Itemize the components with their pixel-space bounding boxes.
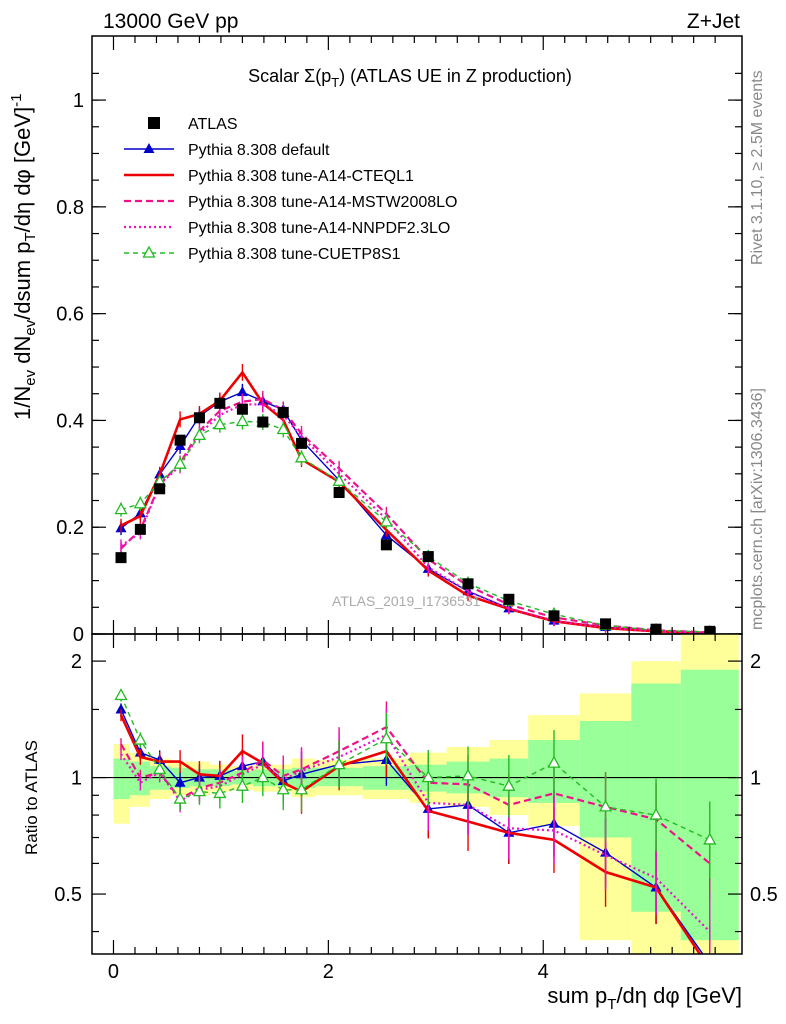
- ratio-point-default: [115, 703, 127, 714]
- ratio-point-cuetp8s1: [332, 757, 346, 770]
- ratio-point-cuetp8s1: [192, 784, 207, 797]
- point-cuetp8s1: [235, 414, 250, 427]
- main-panel: ATLAS_2019_I1736531 0 0.2 0.4 0.6 0.8 1 Scala…: [56, 35, 743, 646]
- point-atlas: [154, 483, 166, 495]
- point-cuetp8s1: [332, 473, 346, 486]
- ratio-point-cuetp8s1: [276, 782, 290, 795]
- legend-marker-atlas: [148, 117, 160, 129]
- point-atlas: [296, 437, 308, 449]
- ratio-ytick-label-right: 1: [750, 768, 761, 790]
- main-title: Scalar Σ(pT) (ATLAS UE in Z production): [248, 66, 572, 90]
- main-ytick-label: 0.6: [56, 304, 84, 326]
- ratio-point-cuetp8s1: [256, 770, 270, 783]
- ratio-point-cuetp8s1: [379, 731, 393, 744]
- point-atlas: [333, 487, 345, 499]
- ratio-xtick-label: 0: [108, 961, 119, 983]
- main-ytick-label: 0: [73, 624, 84, 646]
- ratio-panel: 0.5 0.5 1 1 2 2 0 2 4: [54, 633, 778, 983]
- point-atlas: [422, 551, 434, 563]
- point-atlas: [704, 625, 716, 634]
- ratio-ytick-label: 1: [71, 768, 82, 790]
- ratio-ytick-label-right: 2: [750, 651, 761, 673]
- point-atlas: [134, 523, 146, 535]
- ratio-xtick-label: 4: [538, 961, 549, 983]
- ratio-point-cuetp8s1: [502, 778, 516, 791]
- ratio-frame: [91, 633, 743, 955]
- ratio-point-cuetp8s1: [294, 782, 309, 795]
- point-atlas: [462, 578, 474, 590]
- point-cuetp8s1: [192, 428, 207, 441]
- point-atlas: [236, 403, 248, 415]
- legend: ATLAS Pythia 8.308 default Pythia 8.308 tu…: [124, 116, 457, 263]
- ratio-xlabel: sum pT/dη dφ [GeV]: [547, 983, 742, 1013]
- legend-marker-cuetp8s1: [142, 245, 156, 258]
- legend-entry-nnpdf: Pythia 8.308 tune-A14-NNPDF2.3LO: [188, 220, 450, 237]
- ratio-point-default: [704, 958, 715, 968]
- point-atlas: [174, 434, 186, 446]
- mcplots-label: mcplots.cern.ch [arXiv:1306.3436]: [749, 388, 766, 630]
- ratio-ylabel: Ratio to ATLAS: [22, 740, 41, 855]
- ratio-point-cuetp8s1: [547, 755, 561, 768]
- ratio-point-cuetp8s1: [649, 807, 663, 820]
- point-atlas: [650, 623, 662, 634]
- point-cuetp8s1: [379, 514, 393, 527]
- point-cuetp8s1: [133, 496, 147, 509]
- ratio-ytick-label: 0.5: [54, 884, 82, 906]
- ratio-xtick-label: 2: [323, 961, 334, 983]
- point-atlas: [503, 593, 515, 605]
- main-ytick-label: 1: [73, 90, 84, 112]
- legend-entry-mstw: Pythia 8.308 tune-A14-MSTW2008LO: [188, 194, 457, 211]
- ratio-point-cuetp8s1: [703, 832, 717, 845]
- ratio-point-default: [174, 776, 186, 787]
- ratio-point-cuetp8s1: [114, 688, 128, 701]
- legend-entry-atlas: ATLAS: [188, 116, 238, 133]
- ratio-point-cuetp8s1: [213, 786, 227, 799]
- point-atlas: [277, 406, 289, 418]
- point-cuetp8s1: [294, 450, 309, 463]
- point-atlas: [257, 416, 269, 428]
- header-left: 13000 GeV pp: [103, 10, 238, 33]
- analysis-watermark: ATLAS_2019_I1736531: [332, 593, 481, 609]
- ratio-point-cuetp8s1: [235, 778, 250, 791]
- point-atlas: [193, 412, 205, 424]
- point-atlas: [115, 552, 127, 564]
- ratio-point-cuetp8s1: [173, 791, 187, 804]
- ratio-point-cuetp8s1: [598, 799, 613, 812]
- point-cuetp8s1: [276, 422, 290, 435]
- ratio-ytick-label: 2: [71, 651, 82, 673]
- ratio-point-cuetp8s1: [421, 770, 435, 783]
- point-cuetp8s1: [114, 502, 128, 515]
- legend-entry-cteql1: Pythia 8.308 tune-A14-CTEQL1: [188, 168, 414, 185]
- uncertainty-band-inner: [113, 758, 130, 800]
- point-cuetp8s1: [173, 456, 187, 469]
- legend-marker-default: [143, 143, 155, 153]
- main-ytick-label: 0.8: [56, 197, 84, 219]
- point-atlas: [548, 610, 560, 622]
- point-cuetp8s1: [213, 417, 227, 430]
- ratio-point-cuetp8s1: [153, 762, 167, 775]
- legend-entry-default: Pythia 8.308 default: [188, 142, 330, 159]
- ratio-ytick-label-right: 0.5: [750, 884, 778, 906]
- header-right: Z+Jet: [687, 10, 740, 33]
- main-ytick-label: 0.2: [56, 517, 84, 539]
- ratio-point-cuetp8s1: [133, 732, 147, 745]
- point-atlas: [380, 539, 392, 551]
- rivet-label: Rivet 3.1.10, ≥ 2.5M events: [749, 70, 766, 265]
- main-ytick-label: 0.4: [56, 410, 84, 432]
- point-default: [236, 386, 248, 397]
- point-atlas: [214, 397, 226, 409]
- ratio-point-cuetp8s1: [461, 768, 475, 781]
- main-ylabel: 1/Nev dNev/dsum pT/dη dφ [GeV]-1: [8, 93, 39, 420]
- point-atlas: [600, 618, 612, 630]
- legend-entry-cuetp8s1: Pythia 8.308 tune-CUETP8S1: [188, 246, 401, 263]
